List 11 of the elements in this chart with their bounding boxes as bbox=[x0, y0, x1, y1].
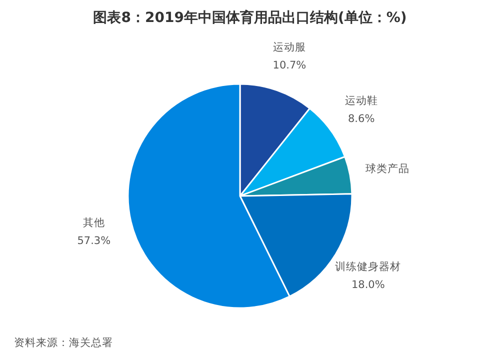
slice-label: 运动服 bbox=[272, 40, 306, 54]
chart-title: 图表8：2019年中国体育用品出口结构(单位：%) bbox=[93, 9, 407, 26]
slice-label: 运动鞋 bbox=[344, 94, 378, 107]
data-label: 18.0% bbox=[351, 278, 385, 291]
slice-label: 训练健身器材 bbox=[335, 260, 402, 273]
slice-label: 其他 bbox=[82, 216, 105, 230]
data-label: 57.3% bbox=[77, 235, 111, 248]
data-label: 10.7% bbox=[272, 59, 306, 72]
data-label: 8.6% bbox=[348, 112, 375, 125]
text: 资料来源：海关总署 bbox=[14, 336, 113, 349]
slice-label: 球类产品 bbox=[365, 162, 410, 175]
